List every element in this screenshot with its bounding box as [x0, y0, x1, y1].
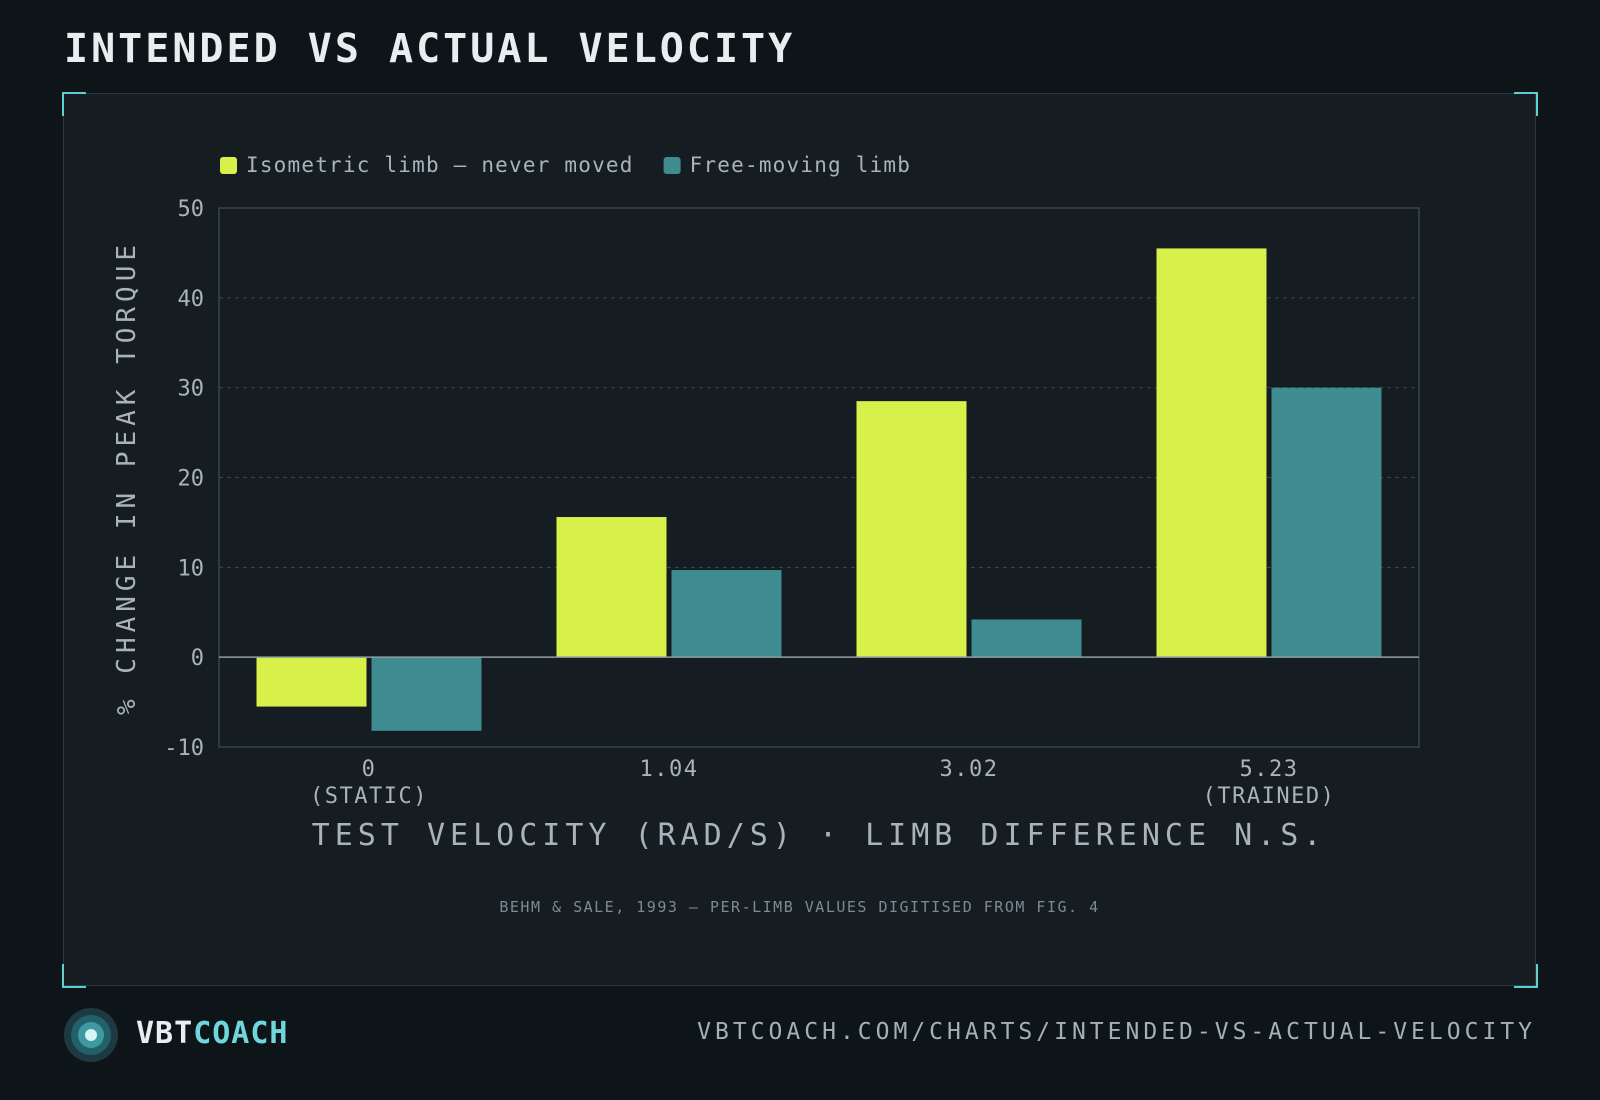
x-tick-sublabel: (STATIC) — [310, 784, 428, 809]
bar-isometric — [856, 401, 967, 658]
page-title: INTENDED VS ACTUAL VELOCITY — [64, 26, 796, 72]
x-tick-label: 5.23 — [1240, 757, 1299, 782]
x-tick-label: 1.04 — [640, 757, 699, 782]
bar-isometric — [1156, 248, 1267, 658]
corner-bracket-top-left — [62, 92, 86, 116]
legend-label: Isometric limb — never moved — [246, 153, 634, 177]
brand-wordmark-part2: COACH — [193, 1016, 289, 1051]
bar-free-moving — [1271, 387, 1382, 658]
y-tick-label: 10 — [178, 556, 205, 581]
corner-bracket-bottom-left — [62, 964, 86, 988]
brand-wordmark-part1: VBT — [136, 1016, 194, 1051]
legend-swatch — [220, 157, 237, 174]
bar-free-moving — [971, 619, 1082, 658]
y-axis-label: % CHANGE IN PEAK TORQUE — [112, 240, 142, 715]
x-tick-sublabel: (TRAINED) — [1203, 784, 1336, 809]
legend-swatch — [663, 157, 681, 174]
bar-isometric — [256, 657, 367, 707]
bar-isometric — [556, 517, 667, 658]
y-tick-label: 40 — [178, 287, 205, 312]
x-axis-label: TEST VELOCITY (RAD/S) · LIMB DIFFERENCE … — [312, 818, 1327, 853]
corner-bracket-top-right — [1514, 92, 1538, 116]
y-tick-label: 0 — [191, 646, 204, 671]
footer-url[interactable]: VBTCOACH.COM/CHARTS/INTENDED-VS-ACTUAL-V… — [697, 1019, 1536, 1045]
x-tick-label: 0 — [362, 757, 377, 782]
legend-label: Free-moving limb — [690, 153, 912, 177]
y-tick-label: -10 — [164, 736, 204, 761]
bar-free-moving — [371, 657, 482, 731]
y-tick-label: 20 — [178, 467, 205, 492]
x-tick-label: 3.02 — [940, 757, 999, 782]
brand-wordmark: VBTCOACH — [136, 1016, 289, 1051]
y-tick-label: 30 — [178, 377, 205, 402]
y-tick-label: 50 — [178, 197, 205, 222]
corner-bracket-bottom-right — [1514, 964, 1538, 988]
concentric-circle-logo-icon — [64, 1008, 118, 1062]
source-note: BEHM & SALE, 1993 — PER-LIMB VALUES DIGI… — [499, 898, 1100, 916]
bar-free-moving — [671, 570, 782, 658]
